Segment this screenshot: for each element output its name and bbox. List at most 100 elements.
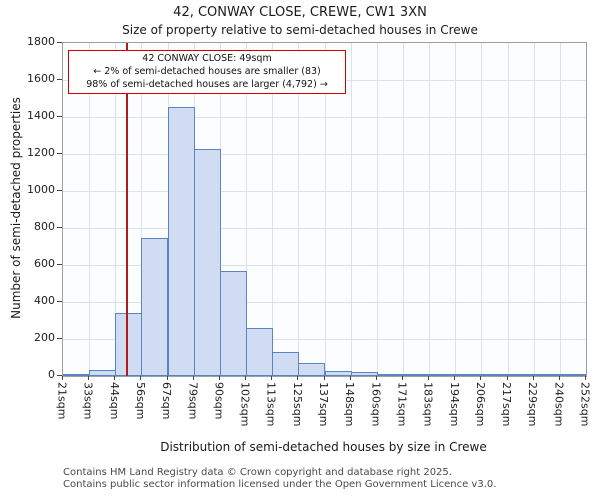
x-tick-mark xyxy=(271,376,273,380)
x-tick-label: 206sqm xyxy=(473,382,487,427)
x-tick-mark xyxy=(454,376,456,380)
x-tick-mark xyxy=(349,376,351,380)
gridline-vertical xyxy=(455,43,457,376)
annotation-line-1: 42 CONWAY CLOSE: 49sqm xyxy=(142,53,272,64)
annotation-line-3: 98% of semi-detached houses are larger (… xyxy=(86,78,328,90)
x-tick-label: 90sqm xyxy=(212,382,226,420)
x-tick-label: 160sqm xyxy=(369,382,383,427)
x-tick-label: 44sqm xyxy=(107,382,121,420)
y-tick-mark xyxy=(57,338,62,339)
histogram-bar xyxy=(219,270,247,376)
y-tick-mark xyxy=(57,190,62,191)
x-tick-label: 194sqm xyxy=(447,382,461,427)
y-tick-mark xyxy=(57,153,62,154)
histogram-bar xyxy=(559,374,586,376)
x-tick-mark xyxy=(375,376,377,380)
x-tick-label: 183sqm xyxy=(421,382,435,427)
histogram-bar xyxy=(141,238,169,376)
gridline-vertical xyxy=(559,43,561,376)
chart-title: 42, CONWAY CLOSE, CREWE, CW1 3XN xyxy=(173,5,427,20)
histogram-bar xyxy=(507,374,535,376)
histogram-bar xyxy=(115,313,143,376)
x-tick-label: 21sqm xyxy=(55,382,69,420)
histogram-bar xyxy=(324,370,352,376)
x-tick-label: 33sqm xyxy=(81,382,95,420)
footer: Contains HM Land Registry data © Crown c… xyxy=(63,467,496,491)
x-tick-mark xyxy=(192,376,194,380)
x-tick-label: 56sqm xyxy=(133,382,147,420)
x-tick-label: 79sqm xyxy=(186,382,200,420)
x-tick-mark xyxy=(532,376,534,380)
x-axis-label: Distribution of semi-detached houses by … xyxy=(160,440,487,454)
gridline-vertical xyxy=(350,43,352,376)
footer-line-1: Contains HM Land Registry data © Crown c… xyxy=(63,467,452,478)
x-tick-mark xyxy=(140,376,142,380)
y-tick-label: 1200 xyxy=(27,146,55,159)
histogram-bar xyxy=(167,106,195,376)
gridline-vertical xyxy=(429,43,431,376)
y-tick-label: 200 xyxy=(34,331,55,344)
histogram-bar xyxy=(350,372,378,376)
x-tick-mark xyxy=(506,376,508,380)
x-tick-mark xyxy=(323,376,325,380)
x-tick-mark xyxy=(558,376,560,380)
histogram-bar xyxy=(246,327,274,376)
gridline-vertical xyxy=(246,43,247,376)
footer-line-2: Contains public sector information licen… xyxy=(63,479,497,490)
x-tick-label: 137sqm xyxy=(317,382,330,427)
histogram-bar xyxy=(402,374,430,376)
x-tick-label: 252sqm xyxy=(578,382,592,427)
gridline-vertical xyxy=(481,43,483,376)
property-size-marker-line xyxy=(126,43,128,376)
y-tick-label: 400 xyxy=(34,294,55,307)
y-tick-mark xyxy=(57,116,62,117)
gridline-vertical xyxy=(324,43,326,376)
histogram-bar xyxy=(89,369,117,376)
x-tick-label: 240sqm xyxy=(552,382,566,427)
histogram-bar xyxy=(429,374,457,376)
x-tick-mark xyxy=(401,376,403,380)
x-tick-label: 171sqm xyxy=(395,382,409,427)
histogram-bar xyxy=(193,149,221,376)
x-tick-mark xyxy=(245,376,246,380)
gridline-vertical xyxy=(402,43,404,376)
x-tick-mark xyxy=(166,376,168,380)
y-tick-mark xyxy=(57,79,62,80)
x-tick-mark xyxy=(428,376,430,380)
y-tick-mark xyxy=(57,42,62,43)
histogram-bar xyxy=(272,352,300,376)
y-tick-mark xyxy=(57,227,62,228)
histogram-bar xyxy=(376,373,404,376)
gridline-vertical xyxy=(507,43,509,376)
x-tick-label: 125sqm xyxy=(290,382,304,427)
y-tick-label: 1800 xyxy=(27,35,55,48)
gridline-vertical xyxy=(141,43,143,376)
x-tick-label: 67sqm xyxy=(160,382,174,420)
histogram-bar xyxy=(63,374,91,376)
y-tick-mark xyxy=(57,375,62,376)
y-tick-label: 800 xyxy=(34,220,55,233)
histogram-bar xyxy=(481,374,509,376)
gridline-vertical xyxy=(115,43,117,376)
y-tick-label: 1600 xyxy=(27,72,55,85)
y-tick-label: 1400 xyxy=(27,109,55,122)
x-tick-mark xyxy=(88,376,90,380)
x-tick-label: 148sqm xyxy=(343,382,357,427)
gridline-vertical xyxy=(89,43,91,376)
histogram-bar xyxy=(533,374,561,376)
x-tick-label: 229sqm xyxy=(526,382,540,427)
x-tick-mark xyxy=(114,376,116,380)
y-tick-mark xyxy=(57,264,62,265)
x-tick-mark xyxy=(480,376,482,380)
y-tick-label: 1000 xyxy=(27,183,55,196)
y-tick-label: 600 xyxy=(34,257,55,270)
y-axis-label: Number of semi-detached properties xyxy=(9,97,23,319)
chart-subtitle: Size of property relative to semi-detach… xyxy=(122,23,478,37)
annotation-line-2: ← 2% of semi-detached houses are smaller… xyxy=(93,65,321,77)
x-tick-mark xyxy=(297,376,299,380)
x-tick-label: 113sqm xyxy=(264,382,278,427)
plot-area: 42 CONWAY CLOSE: 49sqm ← 2% of semi-deta… xyxy=(62,42,587,377)
x-tick-mark xyxy=(62,376,63,380)
y-tick-mark xyxy=(57,301,62,302)
